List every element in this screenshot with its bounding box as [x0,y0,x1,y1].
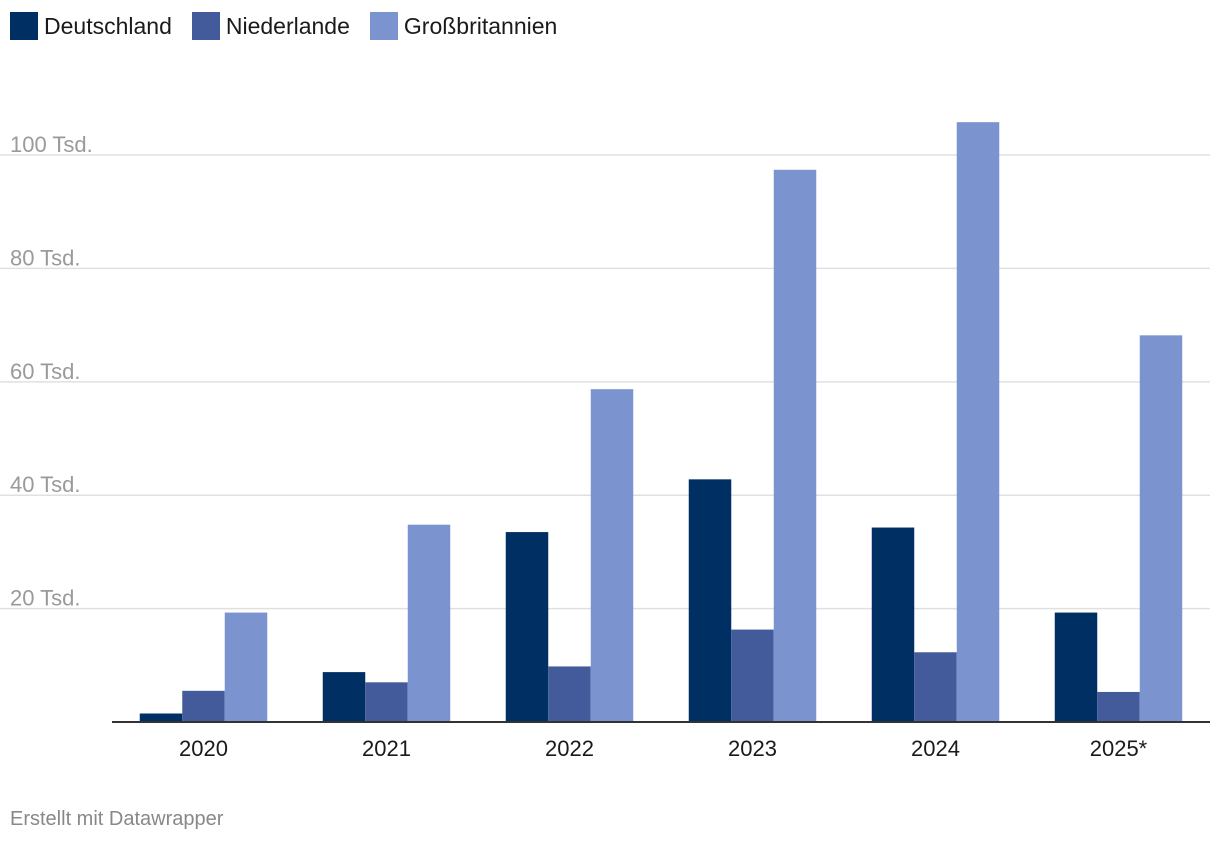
y-tick-label-100000: 100 Tsd. [10,132,93,157]
bar-deutschland-2025 [1054,612,1098,722]
x-tick-label-2022: 2022 [545,736,594,761]
x-tick-label-2020: 2020 [179,736,228,761]
bar-deutschland-2020 [139,713,183,722]
x-tick-label-2025: 2025* [1090,736,1148,761]
bar-deutschland-2022 [505,532,549,722]
legend-swatch-deutschland [10,12,38,40]
bar-gro-britannien-2020 [224,612,268,722]
y-tick-label-40000: 40 Tsd. [10,472,81,497]
legend-swatch-niederlande [191,12,220,40]
bar-niederlande-2025 [1097,691,1140,722]
y-tick-label-80000: 80 Tsd. [10,245,81,270]
bar-gro-britannien-2024 [956,122,1000,722]
bar-niederlande-2024 [914,652,957,722]
bar-deutschland-2023 [688,479,732,722]
footer-credit: Erstellt mit Datawrapper [10,808,224,830]
y-tick-label-20000: 20 Tsd. [10,586,81,611]
bar-niederlande-2023 [731,629,774,722]
legend-item-deutschland: Deutschland [10,12,172,40]
x-tick-label-2021: 2021 [362,736,411,761]
bar-deutschland-2024 [871,527,915,722]
bar-deutschland-2021 [322,672,366,722]
bar-gro-britannien-2022 [590,389,634,722]
bar-niederlande-2022 [548,666,591,722]
x-tick-label-2023: 2023 [728,736,777,761]
legend-swatch-grossbritannien [369,12,398,40]
bar-niederlande-2020 [182,690,225,722]
chart-legend: Deutschland Niederlande Großbritannien [10,12,577,40]
legend-label-niederlande: Niederlande [225,12,350,39]
legend-item-niederlande: Niederlande [191,12,350,40]
legend-label-deutschland: Deutschland [44,12,172,39]
bar-niederlande-2021 [365,682,408,722]
legend-item-grossbritannien: Großbritannien [369,12,558,40]
bar-gro-britannien-2021 [407,524,451,722]
bar-gro-britannien-2025 [1139,335,1183,722]
bar-gro-britannien-2023 [773,169,817,722]
x-tick-label-2024: 2024 [911,736,960,761]
y-tick-label-60000: 60 Tsd. [10,359,81,384]
legend-label-grossbritannien: Großbritannien [403,12,558,39]
